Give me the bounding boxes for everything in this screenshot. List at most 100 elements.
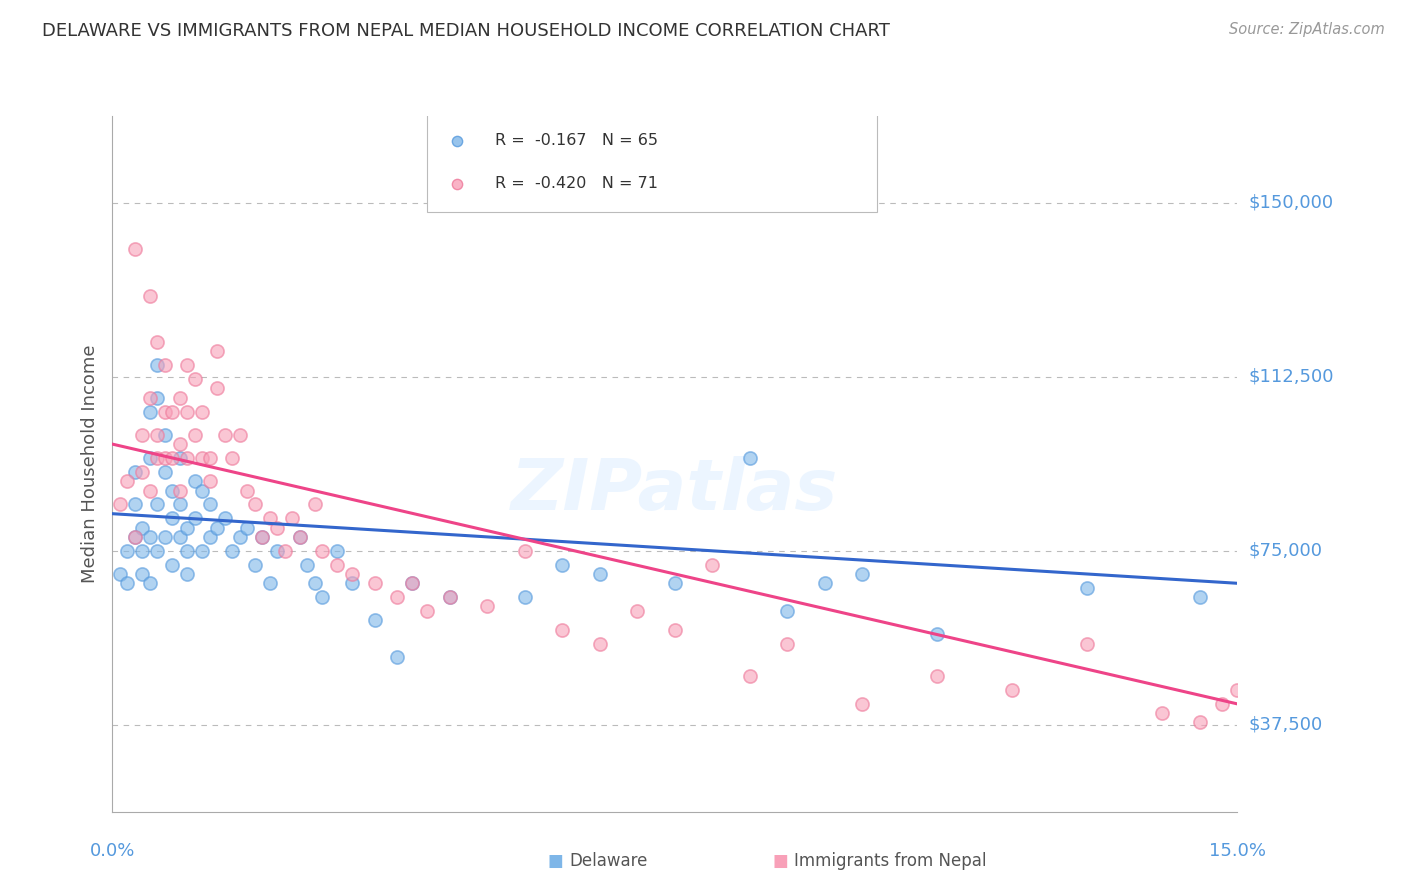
Immigrants from Nepal: [252, 530, 274, 544]
Immigrants from Nepal: [221, 450, 243, 466]
Text: R =  -0.167   N = 65: R = -0.167 N = 65: [495, 133, 658, 148]
Immigrants from Nepal: [288, 530, 311, 544]
Immigrants from Nepal: [169, 437, 191, 451]
Immigrants from Nepal: [513, 543, 536, 558]
Immigrants from Nepal: [153, 358, 176, 372]
Delaware: [243, 558, 266, 572]
Immigrants from Nepal: [191, 450, 214, 466]
Immigrants from Nepal: [401, 576, 423, 591]
Text: Delaware: Delaware: [569, 852, 648, 870]
Immigrants from Nepal: [326, 558, 349, 572]
Text: R =  -0.420   N = 71: R = -0.420 N = 71: [495, 176, 658, 191]
Delaware: [169, 530, 191, 544]
Immigrants from Nepal: [176, 405, 198, 419]
Delaware: [229, 530, 252, 544]
Immigrants from Nepal: [131, 465, 153, 479]
Immigrants from Nepal: [702, 558, 724, 572]
Delaware: [117, 543, 139, 558]
Delaware: [513, 591, 536, 605]
Delaware: [117, 576, 139, 591]
Immigrants from Nepal: [342, 567, 364, 582]
Immigrants from Nepal: [664, 623, 686, 637]
Delaware: [198, 498, 221, 512]
Delaware: [153, 465, 176, 479]
Immigrants from Nepal: [162, 450, 184, 466]
Immigrants from Nepal: [184, 372, 207, 386]
Immigrants from Nepal: [243, 498, 266, 512]
Delaware: [124, 465, 146, 479]
Immigrants from Nepal: [229, 428, 252, 442]
Immigrants from Nepal: [146, 428, 169, 442]
Delaware: [221, 543, 243, 558]
Delaware: [342, 576, 364, 591]
Immigrants from Nepal: [153, 450, 176, 466]
Immigrants from Nepal: [214, 428, 236, 442]
Immigrants from Nepal: [139, 483, 162, 498]
Immigrants from Nepal: [139, 289, 162, 303]
Delaware: [191, 483, 214, 498]
Immigrants from Nepal: [927, 669, 949, 683]
Delaware: [153, 428, 176, 442]
Delaware: [664, 576, 686, 591]
Delaware: [207, 521, 229, 535]
Immigrants from Nepal: [1188, 715, 1211, 730]
Immigrants from Nepal: [266, 521, 288, 535]
Delaware: [851, 567, 873, 582]
Immigrants from Nepal: [124, 243, 146, 257]
Delaware: [551, 558, 574, 572]
Immigrants from Nepal: [1241, 706, 1264, 721]
Delaware: [236, 521, 259, 535]
Delaware: [162, 558, 184, 572]
Delaware: [146, 543, 169, 558]
Immigrants from Nepal: [162, 405, 184, 419]
Delaware: [146, 391, 169, 405]
Immigrants from Nepal: [851, 697, 873, 711]
Immigrants from Nepal: [626, 604, 648, 618]
Immigrants from Nepal: [274, 543, 297, 558]
Delaware: [214, 511, 236, 525]
Delaware: [326, 543, 349, 558]
Immigrants from Nepal: [1226, 683, 1249, 698]
Immigrants from Nepal: [236, 483, 259, 498]
Delaware: [297, 558, 319, 572]
Delaware: [146, 358, 169, 372]
Immigrants from Nepal: [198, 450, 221, 466]
Delaware: [131, 543, 153, 558]
Immigrants from Nepal: [364, 576, 387, 591]
Delaware: [131, 521, 153, 535]
Delaware: [153, 530, 176, 544]
Delaware: [364, 614, 387, 628]
Delaware: [191, 543, 214, 558]
Immigrants from Nepal: [176, 358, 198, 372]
Immigrants from Nepal: [416, 604, 439, 618]
Delaware: [184, 511, 207, 525]
Delaware: [124, 530, 146, 544]
Delaware: [124, 498, 146, 512]
Immigrants from Nepal: [207, 382, 229, 396]
Immigrants from Nepal: [589, 637, 612, 651]
Immigrants from Nepal: [1286, 697, 1309, 711]
Delaware: [738, 450, 761, 466]
Delaware: [198, 530, 221, 544]
Delaware: [252, 530, 274, 544]
Delaware: [108, 567, 131, 582]
Text: Source: ZipAtlas.com: Source: ZipAtlas.com: [1229, 22, 1385, 37]
Immigrants from Nepal: [439, 591, 461, 605]
Delaware: [139, 405, 162, 419]
Delaware: [401, 576, 423, 591]
Delaware: [589, 567, 612, 582]
Text: ZIPatlas: ZIPatlas: [512, 456, 838, 525]
Delaware: [184, 475, 207, 489]
Text: Immigrants from Nepal: Immigrants from Nepal: [794, 852, 987, 870]
Delaware: [439, 591, 461, 605]
Immigrants from Nepal: [551, 623, 574, 637]
Y-axis label: Median Household Income: Median Household Income: [80, 344, 98, 583]
Delaware: [139, 576, 162, 591]
Immigrants from Nepal: [304, 498, 326, 512]
Immigrants from Nepal: [776, 637, 799, 651]
Text: DELAWARE VS IMMIGRANTS FROM NEPAL MEDIAN HOUSEHOLD INCOME CORRELATION CHART: DELAWARE VS IMMIGRANTS FROM NEPAL MEDIAN…: [42, 22, 890, 40]
Immigrants from Nepal: [311, 543, 333, 558]
Text: $112,500: $112,500: [1249, 368, 1334, 386]
Delaware: [169, 498, 191, 512]
Delaware: [162, 483, 184, 498]
